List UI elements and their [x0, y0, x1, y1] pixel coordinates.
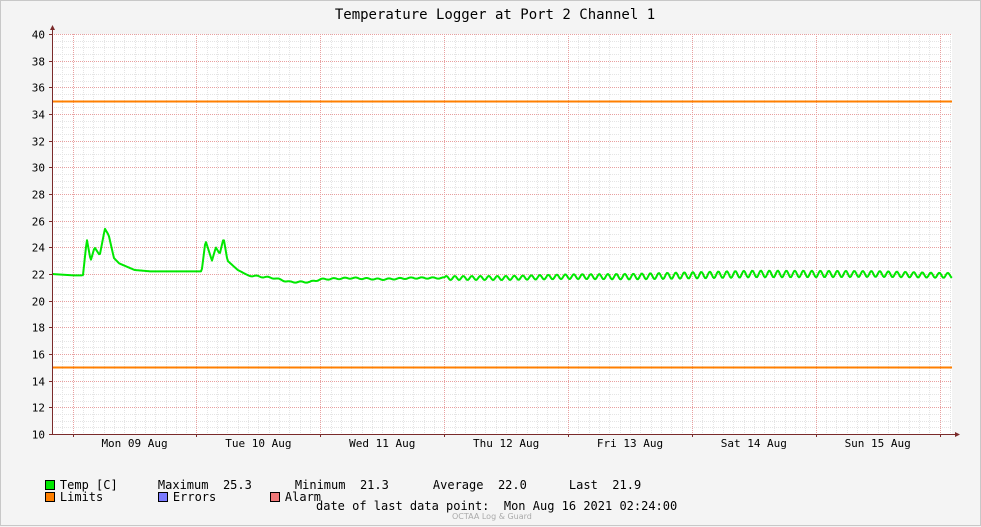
legend-row-stats: Temp [C] Maximum 25.3 Minimum 21.3 Average …	[16, 464, 641, 492]
y-tick-label: 10	[32, 429, 45, 442]
minimum-label: Minimum	[294, 478, 346, 492]
y-tick-label: 14	[32, 376, 46, 389]
y-tick-labels: 10 12 14 16 18 20 22 24 26 28 30 32 34 36 38 40	[32, 29, 46, 442]
y-tick-label: 28	[32, 189, 45, 202]
average-label: Average	[432, 478, 484, 492]
y-tick-label: 18	[32, 322, 45, 335]
y-tick-label: 32	[32, 136, 45, 149]
y-tick-label: 12	[32, 402, 45, 415]
y-axis-arrow	[50, 25, 55, 30]
minimum-value: 21.3	[359, 478, 389, 492]
x-tick-label: Thu 12 Aug	[473, 437, 539, 450]
errors-swatch	[157, 492, 168, 502]
last-value: 21.9	[612, 478, 642, 492]
legend-temp: Temp [C]	[44, 478, 158, 492]
last-data-point-value: Mon Aug 16 2021 02:24:00	[503, 499, 678, 513]
legend-temp-label: Temp [C]	[59, 478, 118, 492]
axis-layer	[49, 25, 960, 437]
temp-swatch	[44, 480, 55, 490]
x-tick-label: Wed 11 Aug	[349, 437, 415, 450]
legend-limits: Limits	[44, 490, 158, 504]
legend-errors: Errors	[157, 490, 270, 504]
legend-minimum: Minimum 21.3	[295, 478, 433, 492]
x-tick-label: Sat 14 Aug	[721, 437, 787, 450]
y-tick-label: 16	[32, 349, 45, 362]
legend-average: Average 22.0	[433, 478, 569, 492]
legend-limits-label: Limits	[59, 490, 104, 504]
x-axis-arrow	[955, 432, 960, 437]
legend-alarm: Alarm	[269, 490, 322, 504]
legend-alarm-label: Alarm	[284, 490, 322, 504]
legend-last: Last 21.9	[569, 478, 641, 492]
grid-layer	[52, 34, 952, 434]
legend-errors-label: Errors	[172, 490, 217, 504]
last-data-point-label: date of last data point:	[316, 499, 490, 513]
legend-maximum: Maximum 25.3	[158, 478, 295, 492]
y-tick-label: 26	[32, 216, 45, 229]
x-tick-label: Mon 09 Aug	[101, 437, 167, 450]
y-tick-label: 20	[32, 296, 45, 309]
legend-row-markers: Limits Errors Alarm	[16, 476, 321, 504]
x-tick-label: Tue 10 Aug	[225, 437, 291, 450]
chart-title: Temperature Logger at Port 2 Channel 1	[335, 7, 655, 23]
y-tick-label: 34	[32, 109, 46, 122]
average-value: 22.0	[497, 478, 527, 492]
limits-layer	[52, 100, 952, 369]
y-tick-label: 40	[32, 29, 45, 42]
watermark: OCTAA Log & Guard	[452, 512, 532, 521]
y-tick-label: 38	[32, 56, 45, 69]
y-tick-label: 36	[32, 82, 45, 95]
maximum-value: 25.3	[222, 478, 252, 492]
y-tick-label: 24	[32, 242, 46, 255]
y-tick-label: 30	[32, 162, 45, 175]
last-label: Last	[568, 478, 598, 492]
x-tick-label: Sun 15 Aug	[845, 437, 911, 450]
series-layer	[51, 227, 953, 284]
x-tick-label: Fri 13 Aug	[597, 437, 663, 450]
y-tick-label: 22	[32, 269, 45, 282]
limits-swatch	[44, 492, 55, 502]
alarm-swatch	[269, 492, 280, 502]
maximum-label: Maximum	[157, 478, 209, 492]
last-data-point: date of last data point: Mon Aug 16 2021…	[316, 499, 677, 513]
x-tick-labels: Mon 09 Aug Tue 10 Aug Wed 11 Aug Thu 12 Aug…	[101, 437, 910, 450]
series-line-temp	[51, 227, 953, 284]
